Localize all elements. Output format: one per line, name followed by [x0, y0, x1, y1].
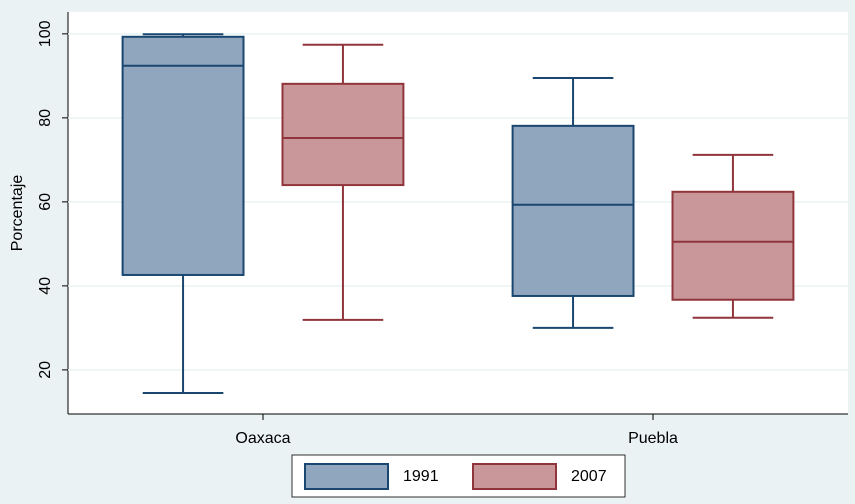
legend-label: 2007	[571, 468, 607, 485]
box	[671, 190, 795, 301]
legend-swatch	[472, 463, 557, 490]
x-tick-label: Oaxaca	[235, 430, 290, 447]
y-tick-label: 20	[37, 361, 54, 379]
x-tick-label: Puebla	[628, 430, 678, 447]
y-tick-label: 40	[37, 277, 54, 295]
legend-swatch	[304, 463, 389, 490]
y-tick-label: 60	[37, 193, 54, 211]
y-axis-label: Porcentaje	[9, 175, 26, 252]
box	[121, 35, 245, 276]
y-tick-label: 80	[37, 109, 54, 127]
box	[511, 124, 635, 297]
box	[281, 82, 405, 187]
y-tick-label: 100	[37, 20, 54, 47]
legend-label: 1991	[403, 468, 439, 485]
